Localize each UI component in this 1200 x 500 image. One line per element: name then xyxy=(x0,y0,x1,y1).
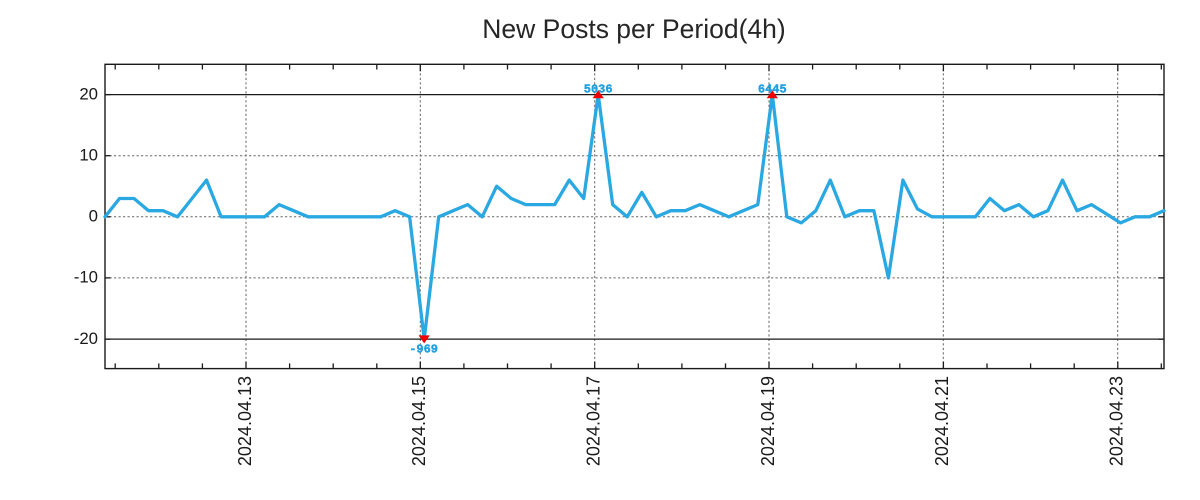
svg-text:-20: -20 xyxy=(74,329,98,348)
svg-text:2024.04.13: 2024.04.13 xyxy=(235,376,255,466)
svg-text:2024.04.17: 2024.04.17 xyxy=(584,376,604,466)
svg-text:New Posts per Period(4h): New Posts per Period(4h) xyxy=(482,14,785,44)
svg-text:5036: 5036 xyxy=(584,83,613,97)
svg-text:6445: 6445 xyxy=(758,83,787,97)
svg-text:0: 0 xyxy=(89,207,98,226)
svg-text:-969: -969 xyxy=(409,343,438,357)
svg-text:10: 10 xyxy=(79,146,98,165)
svg-text:2024.04.15: 2024.04.15 xyxy=(409,376,429,466)
svg-text:2024.04.23: 2024.04.23 xyxy=(1107,376,1127,466)
svg-text:-10: -10 xyxy=(74,268,98,287)
svg-text:2024.04.21: 2024.04.21 xyxy=(932,376,952,466)
svg-text:20: 20 xyxy=(79,84,98,103)
svg-text:2024.04.19: 2024.04.19 xyxy=(758,376,778,466)
